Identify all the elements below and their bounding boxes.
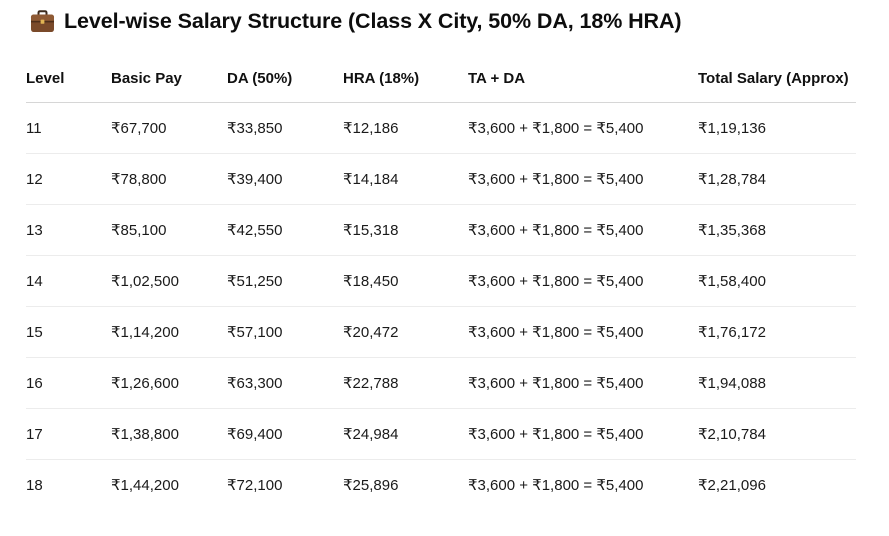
cell-total-salary: ₹1,76,172: [698, 306, 856, 358]
table-row: 11 ₹67,700 ₹33,850 ₹12,186 ₹3,600 + ₹1,8…: [26, 102, 856, 154]
table-row: 18 ₹1,44,200 ₹72,100 ₹25,896 ₹3,600 + ₹1…: [26, 460, 856, 511]
cell-ta-da: ₹3,600 + ₹1,800 = ₹5,400: [468, 255, 698, 307]
cell-da: ₹51,250: [227, 255, 343, 307]
cell-level: 13: [26, 204, 111, 256]
cell-total-salary: ₹1,58,400: [698, 255, 856, 307]
cell-ta-da: ₹3,600 + ₹1,800 = ₹5,400: [468, 102, 698, 154]
cell-da: ₹72,100: [227, 477, 283, 494]
cell-hra: ₹22,788: [343, 357, 468, 409]
table-row: 15 ₹1,14,200 ₹57,100 ₹20,472 ₹3,600 + ₹1…: [26, 306, 856, 358]
cell-level: 14: [26, 255, 111, 307]
table-row: 16 ₹1,26,600 ₹63,300 ₹22,788 ₹3,600 + ₹1…: [26, 357, 856, 409]
cell-hra: ₹14,184: [343, 153, 468, 205]
cell-basic-pay: ₹1,38,800: [111, 408, 227, 460]
cell-basic-pay: ₹67,700: [111, 102, 227, 154]
page-heading: Level-wise Salary Structure (Class X Cit…: [29, 4, 682, 38]
cell-total-salary: ₹1,28,784: [698, 153, 856, 205]
header-basic-pay: Basic Pay: [111, 54, 227, 103]
cell-ta-da: ₹3,600 + ₹1,800 = ₹5,400: [468, 306, 698, 358]
cell-ta-da: ₹3,600 + ₹1,800 = ₹5,400: [468, 153, 698, 205]
cell-hra: ₹25,896: [343, 477, 399, 494]
cell-da: ₹33,850: [227, 102, 343, 154]
table-header-row: Level Basic Pay DA (50%) HRA (18%) TA + …: [26, 54, 856, 103]
salary-table: Level Basic Pay DA (50%) HRA (18%) TA + …: [26, 54, 856, 510]
cell-level: 12: [26, 153, 111, 205]
header-ta-da: TA + DA: [468, 54, 698, 103]
cell-da: ₹69,400: [227, 408, 343, 460]
cell-level: 17: [26, 408, 111, 460]
header-da: DA (50%): [227, 54, 343, 103]
cell-level: 15: [26, 306, 111, 358]
cell-hra: ₹24,984: [343, 408, 468, 460]
cell-level: 11: [26, 102, 111, 154]
cell-da: ₹57,100: [227, 306, 343, 358]
cell-level: 18: [26, 476, 43, 494]
cell-hra: ₹18,450: [343, 255, 468, 307]
cell-total-salary: ₹1,19,136: [698, 102, 856, 154]
cell-hra: ₹15,318: [343, 204, 468, 256]
cell-ta-da: ₹3,600 + ₹1,800 = ₹5,400: [468, 477, 644, 494]
briefcase-icon: [29, 8, 56, 35]
table-row: 14 ₹1,02,500 ₹51,250 ₹18,450 ₹3,600 + ₹1…: [26, 255, 856, 307]
cell-total-salary: ₹1,94,088: [698, 357, 856, 409]
cell-basic-pay: ₹1,26,600: [111, 357, 227, 409]
header-level: Level: [26, 54, 111, 103]
page-title: Level-wise Salary Structure (Class X Cit…: [64, 8, 682, 33]
cell-basic-pay: ₹78,800: [111, 153, 227, 205]
table-row: 17 ₹1,38,800 ₹69,400 ₹24,984 ₹3,600 + ₹1…: [26, 408, 856, 460]
cell-basic-pay: ₹1,14,200: [111, 306, 227, 358]
cell-ta-da: ₹3,600 + ₹1,800 = ₹5,400: [468, 357, 698, 409]
cell-basic-pay: ₹1,02,500: [111, 255, 227, 307]
header-total-salary: Total Salary (Approx): [698, 54, 856, 103]
cell-total-salary: ₹1,35,368: [698, 204, 856, 256]
cell-hra: ₹20,472: [343, 306, 468, 358]
cell-total-salary: ₹2,21,096: [698, 477, 766, 494]
cell-da: ₹42,550: [227, 204, 343, 256]
cell-basic-pay: ₹1,44,200: [111, 477, 179, 494]
cell-ta-da: ₹3,600 + ₹1,800 = ₹5,400: [468, 204, 698, 256]
cell-da: ₹39,400: [227, 153, 343, 205]
cell-basic-pay: ₹85,100: [111, 204, 227, 256]
cell-ta-da: ₹3,600 + ₹1,800 = ₹5,400: [468, 408, 698, 460]
cell-hra: ₹12,186: [343, 102, 468, 154]
table-row: 13 ₹85,100 ₹42,550 ₹15,318 ₹3,600 + ₹1,8…: [26, 204, 856, 256]
cell-da: ₹63,300: [227, 357, 343, 409]
header-hra: HRA (18%): [343, 54, 468, 103]
cell-total-salary: ₹2,10,784: [698, 408, 856, 460]
cell-level: 16: [26, 357, 111, 409]
table-row: 12 ₹78,800 ₹39,400 ₹14,184 ₹3,600 + ₹1,8…: [26, 153, 856, 205]
